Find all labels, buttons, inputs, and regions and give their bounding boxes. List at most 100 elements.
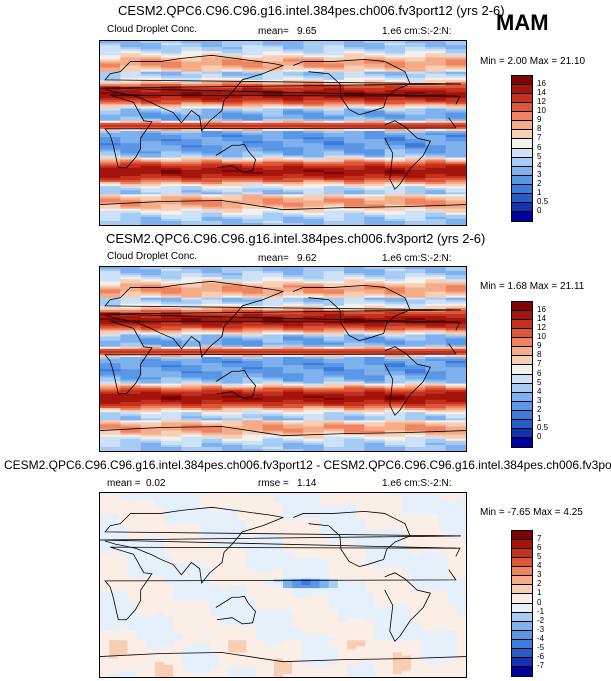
contour-cell (161, 67, 182, 71)
contour-cell (384, 204, 406, 208)
contour-cell (374, 493, 385, 497)
contour-cell (283, 340, 304, 344)
contour-cell (191, 615, 202, 620)
contour-cell (374, 572, 385, 577)
contour-cell (222, 169, 243, 173)
contour-cell (262, 267, 284, 270)
contour-cell (384, 165, 406, 169)
contour-cell (127, 609, 138, 614)
contour-cell (262, 216, 284, 220)
contour-cell (262, 133, 284, 136)
contour-cell (262, 98, 284, 101)
contour-cell (323, 45, 345, 48)
contour-cell (384, 379, 406, 382)
contour-cell (364, 143, 386, 146)
contour-cell (383, 557, 394, 561)
contour-cell (425, 389, 447, 393)
contour-cell (201, 163, 223, 167)
contour-cell (445, 79, 466, 83)
contour-cell (445, 369, 466, 372)
contour-cell (425, 267, 447, 270)
contour-cell (364, 198, 386, 201)
contour-cell (237, 609, 247, 614)
contour-cell (425, 161, 447, 165)
contour-cell (209, 496, 220, 500)
contour-cell (273, 520, 284, 525)
contour-cell (411, 557, 421, 561)
contour-cell (182, 594, 192, 598)
contour-cell (164, 493, 174, 497)
contour-cell (181, 200, 203, 204)
panel-3-field (100, 493, 466, 677)
contour-cell (303, 379, 325, 382)
contour-cell (242, 277, 264, 280)
contour-cell (201, 96, 223, 99)
contour-cell (401, 575, 412, 580)
contour-cell (100, 212, 121, 216)
contour-cell (264, 511, 275, 515)
contour-cell (383, 603, 394, 607)
contour-cell (337, 499, 348, 503)
contour-cell (392, 566, 403, 571)
contour-cell (425, 311, 447, 315)
contour-cell (218, 520, 229, 525)
contour-cell (161, 273, 182, 276)
contour-cell (242, 171, 264, 175)
contour-cell (136, 563, 147, 568)
contour-cell (161, 275, 182, 278)
contour-cell (120, 420, 142, 423)
contour-cell (425, 428, 447, 432)
contour-cell (182, 557, 192, 561)
contour-cell (100, 157, 121, 161)
contour-cell (181, 165, 203, 169)
contour-cell (140, 108, 162, 112)
contour-cell (201, 161, 223, 165)
contour-cell (100, 585, 110, 589)
contour-cell (292, 526, 302, 531)
contour-cell (161, 432, 182, 436)
contour-cell (164, 508, 174, 512)
contour-cell (445, 267, 466, 270)
contour-cell (181, 53, 203, 56)
contour-cell (262, 446, 284, 450)
contour-cell (365, 591, 375, 595)
contour-cell (420, 511, 430, 515)
contour-cell (303, 377, 325, 380)
contour-cell (161, 287, 182, 290)
contour-cell (182, 572, 192, 577)
contour-cell (456, 594, 466, 598)
contour-cell (262, 92, 284, 95)
contour-cell (222, 408, 243, 411)
contour-cell (283, 422, 304, 425)
contour-cell (191, 554, 202, 558)
contour-cell (445, 92, 466, 95)
panel-1-minmax: Min = 2.00 Max = 21.10 (480, 56, 586, 67)
contour-cell (218, 526, 229, 531)
contour-cell (384, 182, 406, 185)
contour-cell (100, 120, 121, 124)
contour-cell (364, 273, 386, 276)
contour-cell (445, 96, 466, 99)
contour-cell (118, 588, 128, 592)
contour-cell (120, 363, 142, 366)
contour-cell (303, 122, 325, 126)
contour-cell (173, 505, 183, 509)
contour-cell (344, 387, 365, 391)
contour-cell (120, 147, 142, 150)
contour-cell (323, 446, 345, 450)
contour-cell (262, 81, 284, 85)
contour-cell (283, 526, 293, 531)
contour-cell (100, 389, 121, 393)
contour-cell (222, 108, 243, 112)
contour-cell (120, 440, 142, 444)
contour-cell (323, 149, 345, 152)
contour-cell (425, 182, 447, 185)
contour-cell (323, 222, 345, 225)
contour-cell (228, 572, 238, 577)
contour-cell (242, 175, 264, 179)
contour-cell (303, 157, 325, 161)
contour-cell (323, 192, 345, 195)
contour-cell (182, 606, 192, 611)
contour-cell (365, 588, 375, 592)
contour-cell (262, 182, 284, 185)
